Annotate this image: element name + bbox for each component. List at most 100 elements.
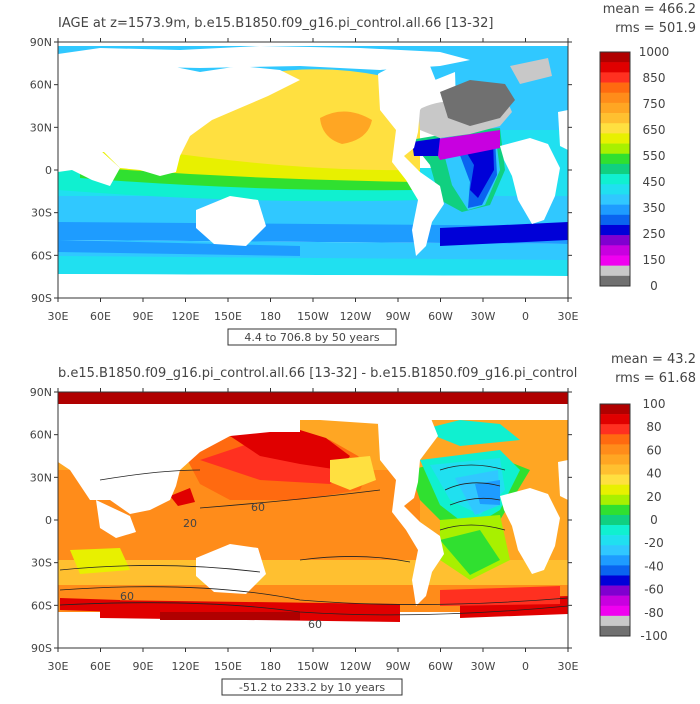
lat-label: 30S [31,557,52,570]
lon-label: 90W [386,310,411,323]
top-colorbar: 1000 850 750 650 550 450 350 250 150 0 [599,45,670,293]
colorbar-swatch [600,82,630,93]
lon-label: 120W [340,310,372,323]
colorbar-swatch [600,174,630,185]
colorbar-swatch [600,255,630,266]
colorbar-label: -20 [644,536,664,550]
lon-label: 120W [340,660,372,673]
contour-label-3: 60 [308,618,322,631]
bottom-lon-axis: 30E 60E 90E 120E 150E 180 150W 120W 90W 60W 30W 0 30… [48,388,579,673]
lon-label: 60W [428,310,453,323]
colorbar-swatch [600,615,630,627]
colorbar-swatch [600,514,630,526]
colorbar-swatch [600,595,630,607]
lon-label: 150W [297,660,329,673]
colorbar-label: 0 [650,513,658,527]
colorbar-label: -60 [644,583,664,597]
colorbar-label: -100 [640,629,667,643]
colorbar-swatch [600,113,630,124]
bottom-range-label: -51.2 to 233.2 by 10 years [239,681,386,694]
lat-label: 90S [31,292,52,305]
colorbar-swatch [600,605,630,617]
colorbar-swatch [600,575,630,586]
lon-label: 150E [214,310,242,323]
lon-label: 90E [133,310,154,323]
colorbar-swatch [600,625,630,637]
colorbar-swatch [600,535,630,546]
lon-label: 30E [558,660,579,673]
lat-label: 90S [31,642,52,655]
top-range-box [227,328,397,346]
colorbar-label: 750 [643,97,666,111]
lon-label: 90E [133,660,154,673]
lon-label: 0 [522,310,529,323]
colorbar-label: 40 [646,467,661,481]
colorbar-swatch [600,404,630,415]
bottom-panel: b.e15.B1850.f09_g16.pi_control.all.66 [1… [30,352,696,696]
colorbar-frame [599,51,631,287]
lon-label: 90W [386,660,411,673]
lat-label: 90N [30,386,52,399]
colorbar-swatch [600,565,630,576]
lon-label: 60E [90,310,111,323]
top-lat-axis: 90N 60N 30N 0 30S 60S 90S [30,36,572,305]
colorbar-label: 100 [643,397,666,411]
colorbar-swatch [600,484,630,496]
colorbar-label: 850 [643,71,666,85]
bottom-range-box [221,678,403,696]
colorbar-swatch [600,555,630,566]
colorbar-swatch [600,494,630,506]
colorbar-swatch [600,102,630,114]
colorbar-swatch [600,245,630,256]
top-range-label: 4.4 to 706.8 by 50 years [244,331,380,344]
lon-label: 120E [172,660,200,673]
bottom-rms: rms = 61.68 [615,371,696,386]
lon-label: 150W [297,310,329,323]
top-title: IAGE at z=1573.9m, b.e15.B1850.f09_g16.p… [58,16,493,31]
colorbar-swatch [600,224,630,236]
colorbar-swatch [600,204,630,216]
lon-label: 0 [522,660,529,673]
lat-label: 30N [30,121,52,134]
lat-label: 60S [31,249,52,262]
colorbar-swatch [600,464,630,475]
top-mean: mean = 466.2 [603,2,696,17]
top-lon-axis: 30E 60E 90E 120E 150E 180 150W 120W 90W 60W 30W 0 30… [48,38,579,323]
lon-label: 180 [260,310,281,323]
colorbar-label: 80 [646,420,661,434]
colorbar-swatch [600,525,630,536]
colorbar-swatch [600,444,630,455]
colorbar-swatch [600,275,630,287]
lon-label: 30E [48,660,69,673]
bottom-colorbar: 100 80 60 40 20 0 -20 -40 -60 -80 -100 [599,397,668,643]
colorbar-label: 150 [643,253,666,267]
lon-label: 30W [471,310,496,323]
colorbar-swatch [600,454,630,465]
colorbar-label: -40 [644,559,664,573]
colorbar-swatch [600,585,630,596]
lat-label: 60N [30,429,52,442]
lon-label: 30E [558,310,579,323]
colorbar-swatch [600,434,630,445]
bottom-title: b.e15.B1850.f09_g16.pi_control.all.66 [1… [58,366,577,381]
bottom-mean: mean = 43.2 [611,352,696,367]
lat-label: 0 [45,514,52,527]
colorbar-swatch [600,62,630,73]
lon-label: 60W [428,660,453,673]
lat-label: 90N [30,36,52,49]
colorbar-frame [599,403,631,637]
colorbar-swatch [600,52,630,63]
lon-label: 30E [48,310,69,323]
colorbar-swatch [600,133,630,144]
colorbar-swatch [600,194,630,205]
colorbar-label: 1000 [639,45,670,59]
lon-label: 60E [90,660,111,673]
colorbar-label: -80 [644,606,664,620]
contour-label-2: 60 [120,590,134,603]
colorbar-label: 60 [646,443,661,457]
lat-label: 0 [45,164,52,177]
colorbar-swatch [600,265,630,277]
colorbar-label: 450 [643,175,666,189]
colorbar-label: 650 [643,123,666,137]
